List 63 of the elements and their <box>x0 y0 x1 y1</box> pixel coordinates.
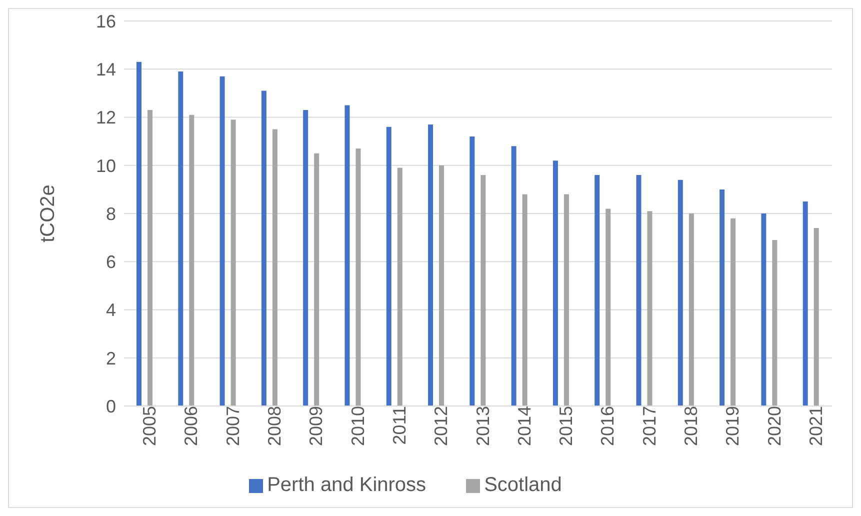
y-tick-label: 6 <box>106 252 116 272</box>
bar <box>511 146 516 406</box>
bar <box>564 194 569 406</box>
x-tick-label: 2016 <box>598 406 618 446</box>
x-tick-label: 2020 <box>764 406 784 446</box>
x-tick-label: 2015 <box>556 406 576 446</box>
bar <box>814 228 819 406</box>
x-tick-label: 2012 <box>431 406 452 446</box>
y-tick-label: 4 <box>106 300 116 320</box>
bar <box>303 110 308 406</box>
bar <box>147 110 152 406</box>
bar <box>136 62 142 406</box>
x-tick-label: 2008 <box>264 406 285 446</box>
x-tick-label: 2021 <box>806 406 826 446</box>
y-tick-label: 10 <box>96 156 116 176</box>
bar <box>761 214 766 406</box>
bar <box>386 126 392 406</box>
bar <box>594 175 600 406</box>
legend-label: Scotland <box>484 474 562 496</box>
bar <box>647 211 652 406</box>
bar <box>397 168 402 406</box>
bar <box>439 165 444 406</box>
y-tick-label: 0 <box>106 396 116 416</box>
bar <box>552 160 558 406</box>
bar <box>356 148 361 406</box>
bar <box>344 105 350 406</box>
legend-label: Perth and Kinross <box>267 474 426 496</box>
bar <box>314 153 320 406</box>
bar <box>230 120 236 406</box>
x-tick-label: 2019 <box>722 406 743 446</box>
x-tick-label: 2018 <box>681 406 702 446</box>
bar <box>272 129 278 406</box>
bar <box>720 189 725 406</box>
bar <box>802 201 808 406</box>
y-tick-label: 16 <box>96 11 116 32</box>
bar <box>636 175 642 406</box>
x-tick-label: 2009 <box>306 406 326 446</box>
bar <box>261 90 266 406</box>
x-tick-label: 2011 <box>389 406 410 445</box>
bar <box>470 136 475 406</box>
x-tick-label: 2013 <box>472 406 493 446</box>
y-tick-label: 2 <box>106 348 116 368</box>
bar <box>428 124 434 406</box>
bar <box>522 194 528 406</box>
x-tick-label: 2007 <box>222 406 243 446</box>
bar <box>606 208 611 406</box>
y-axis-title: tCO2e <box>37 184 60 242</box>
y-tick-label: 8 <box>106 204 116 224</box>
bar <box>480 175 486 406</box>
y-tick-label: 14 <box>96 60 116 80</box>
bar <box>220 76 225 406</box>
bar <box>178 72 184 406</box>
x-tick-label: 2005 <box>140 406 160 446</box>
x-tick-label: 2006 <box>181 406 202 446</box>
x-tick-label: 2010 <box>348 406 368 446</box>
bar <box>189 114 194 406</box>
bar <box>730 218 736 406</box>
bar <box>678 180 683 406</box>
bar <box>688 214 694 406</box>
x-tick-label: 2017 <box>639 406 660 446</box>
y-tick-label: 12 <box>96 108 116 128</box>
x-tick-label: 2014 <box>514 406 534 446</box>
bar <box>772 240 778 406</box>
